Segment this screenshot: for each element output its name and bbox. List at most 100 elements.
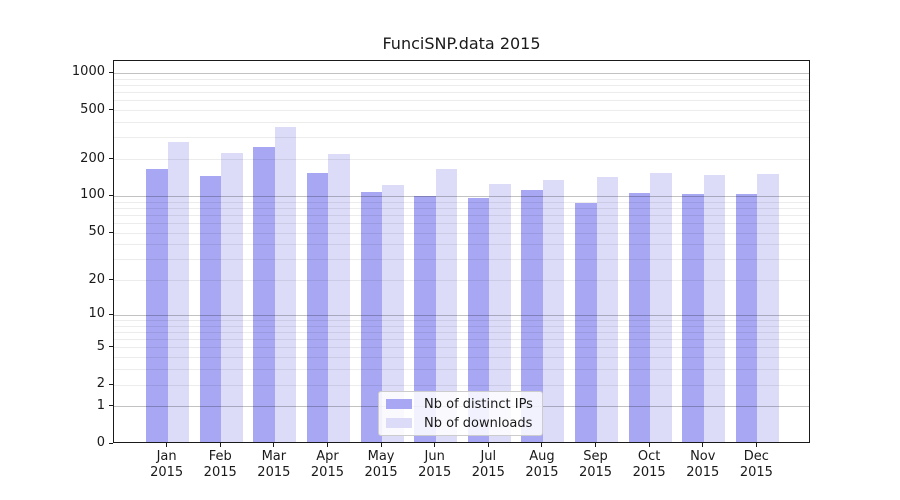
y-tick-1 [109,405,113,407]
bar-downloads-may [382,185,404,442]
bar-downloads-feb [221,153,243,442]
gridline-30 [114,259,809,261]
x-tick-label-feb: Feb 2015 [203,449,237,480]
bar-downloads-aug [542,180,565,442]
gridline-8 [114,325,809,327]
bar-distinct-ips-jun [414,195,436,442]
bar-distinct-ips-may [360,191,383,442]
gridline-6 [114,339,809,341]
bar-distinct-ips-dec [735,193,758,442]
gridline-1000 [114,72,809,74]
gridline-100 [114,195,809,197]
x-tick-apr [326,443,328,447]
gridline-40 [114,244,809,246]
gridline-900 [114,78,809,80]
bar-distinct-ips-oct [628,192,651,442]
x-tick-label-apr: Apr 2015 [310,449,344,480]
bar-distinct-ips-mar [253,146,275,442]
x-tick-dec [755,443,757,447]
legend-swatch-downloads [386,418,412,428]
y-tick-label-200: 200 [80,150,105,166]
gridline-500 [114,110,809,112]
legend-entry-downloads: Nb of downloads [386,415,533,431]
x-tick-mar [273,443,275,447]
bar-distinct-ips-jan [146,168,168,442]
gridline-800 [114,84,809,86]
bar-downloads-jan [167,141,190,442]
y-tick-2 [109,383,113,385]
y-tick-label-1: 1 [96,397,105,413]
y-tick-100 [109,194,113,196]
bar-downloads-nov [703,175,726,442]
gridline-700 [114,92,809,94]
x-tick-jul [487,443,489,447]
bar-distinct-ips-aug [521,189,543,442]
y-tick-500 [109,109,113,111]
x-tick-label-dec: Dec 2015 [739,449,773,480]
legend-swatch-distinct-ips [386,399,412,409]
gridline-5 [114,347,809,349]
bar-downloads-apr [328,153,350,442]
x-tick-label-may: May 2015 [364,449,398,480]
plot-area [113,60,810,443]
y-tick-10 [109,313,113,315]
x-tick-oct [648,443,650,447]
bar-downloads-dec [757,174,779,442]
legend-label-distinct-ips: Nb of distinct IPs [424,396,533,412]
chart-title: FunciSNP.data 2015 [382,34,541,53]
bar-distinct-ips-jul [467,198,490,442]
gridline-60 [114,223,809,224]
x-tick-feb [219,443,221,447]
y-tick-label-1000: 1000 [71,64,105,80]
gridline-90 [114,201,809,203]
y-tick-label-100: 100 [80,187,105,203]
x-tick-nov [702,443,704,447]
gridline-80 [114,207,809,209]
x-tick-label-sep: Sep 2015 [578,449,613,480]
y-tick-label-50: 50 [88,224,105,240]
gridline-3 [114,369,809,371]
y-tick-label-20: 20 [88,271,105,287]
gridline-600 [114,100,809,102]
gridline-70 [114,214,809,216]
x-tick-label-jun: Jun 2015 [418,449,452,480]
gridline-300 [114,137,809,139]
gridline-400 [114,122,809,123]
bar-downloads-sep [596,177,619,442]
x-tick-jun [434,443,436,447]
bar-distinct-ips-sep [575,203,597,442]
gridline-4 [114,357,809,359]
legend-entry-distinct-ips: Nb of distinct IPs [386,396,533,412]
y-tick-5 [109,346,113,348]
bar-downloads-jul [489,183,511,442]
y-tick-20 [109,279,113,281]
x-tick-label-aug: Aug 2015 [525,449,559,480]
gridline-9 [114,320,809,321]
gridline-50 [114,232,809,234]
y-tick-200 [109,158,113,160]
bar-downloads-mar [274,126,297,442]
bar-downloads-oct [650,173,672,442]
gridline-20 [114,280,809,282]
x-tick-label-oct: Oct 2015 [632,449,666,480]
x-tick-jan [166,443,168,447]
y-tick-label-2: 2 [96,376,105,392]
y-tick-50 [109,231,113,233]
x-tick-label-mar: Mar 2015 [257,449,291,480]
x-tick-may [380,443,382,447]
x-tick-aug [541,443,543,447]
gridline-2 [114,384,809,386]
bar-distinct-ips-apr [306,172,329,442]
x-tick-label-nov: Nov 2015 [686,449,720,480]
bar-downloads-jun [435,169,458,442]
legend: Nb of distinct IPs Nb of downloads [378,391,543,436]
legend-label-downloads: Nb of downloads [424,415,533,431]
x-tick-label-jul: Jul 2015 [471,449,505,480]
x-tick-label-jan: Jan 2015 [150,449,184,480]
bar-distinct-ips-feb [199,176,222,442]
gridline-10 [114,314,809,316]
y-tick-label-500: 500 [80,101,105,117]
y-tick-0 [109,442,113,444]
y-tick-label-5: 5 [96,338,105,354]
